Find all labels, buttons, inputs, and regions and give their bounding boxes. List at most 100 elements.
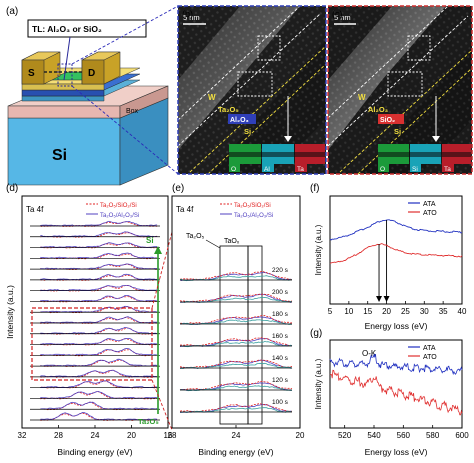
panel-f-curve-ata: [329, 219, 463, 241]
panel-b-edx-al: Al: [264, 166, 270, 173]
panel-f-legend-ato: ATO: [423, 210, 437, 217]
panel-e-legend-al2o3: Ta₂O₅/Al₂O₃/Si: [234, 213, 273, 219]
panel-f-ylabel: Intensity (a.u.): [314, 224, 323, 275]
panel-f-legend-ata: ATA: [423, 201, 436, 208]
panel-b-layer-ta2o5: Ta₂O₅: [218, 105, 239, 114]
panel-g-plot-area: [329, 339, 463, 429]
panel-f-tick-label: 30: [420, 307, 429, 316]
panel-b-edx-ta: Ta: [297, 166, 304, 173]
panel-d-highlight-box: [31, 307, 153, 381]
panel-b-layer-al2o3: Al₂O₃: [230, 117, 249, 124]
panel-b: 5 nm W Ta₂O₅ Al₂O₃ Si O Al Ta (b): [177, 5, 327, 175]
panel-e-legend-sio2: Ta₂O₅/SiO₂/Si: [234, 203, 271, 209]
tl-label-box: [27, 19, 147, 38]
panel-g-tick-label: 520: [338, 431, 352, 440]
panel-b-edx-o: O: [231, 166, 236, 173]
panel-c-layer-sio2: SiO₂: [380, 117, 395, 124]
panel-c: 5 nm W Al₂O₃ SiO₂ Si O Si Ta (c): [327, 5, 473, 175]
panel-d-curve: [40, 294, 158, 302]
panel-d-legend-sio2: Ta₂O₅/SiO₂/Si: [100, 203, 137, 209]
panel-e-time-label: 220 s: [272, 267, 289, 274]
panel-f-tick-label: 25: [401, 307, 410, 316]
panel-d-corner-label: Ta 4f: [26, 205, 44, 214]
panel-e-time-label: 140 s: [272, 355, 289, 362]
panel-e-plot-area: [171, 195, 301, 429]
panel-d-curve: [40, 231, 158, 238]
panel-g-xlabel: Energy loss (eV): [365, 447, 428, 457]
panel-e-curve: [180, 314, 293, 325]
panel-d-curve: [40, 305, 158, 313]
panel-g-curve-ato: [329, 369, 463, 416]
box-label: Box: [126, 108, 139, 115]
tl-label: TL: Al₂O₃ or SiO₂: [32, 24, 102, 34]
panel-d-xlabel: Binding energy (eV): [57, 447, 132, 457]
panel-f: (f) ATA ATO 5 10 15 20 25 30 35 40 Energy loss …: [310, 183, 467, 331]
panel-g-tick-label: 600: [455, 431, 469, 440]
panel-b-letter: (b): [182, 9, 193, 19]
panel-d-curve: [40, 348, 158, 356]
panel-g-tick-label: 580: [426, 431, 440, 440]
panel-d-ylabel: Intensity (a.u.): [5, 285, 15, 339]
panel-d-tick-label: 20: [127, 431, 136, 440]
panel-g-legend-ato: ATO: [423, 354, 437, 361]
panel-g-curves: [329, 353, 463, 416]
panel-g-legend-ata: ATA: [423, 345, 436, 352]
panel-e-curve: [179, 381, 293, 391]
panel-d-x-ticks: 32 28 24 20 16: [18, 425, 173, 440]
panel-e-time-label: 100 s: [272, 399, 289, 406]
panel-d-curve: [40, 358, 158, 367]
panel-d-letter: (d): [6, 183, 18, 194]
panel-f-tick-label: 40: [458, 307, 467, 316]
zoom-connector-de-bottom: [151, 379, 173, 431]
panel-e-time-label: 120 s: [272, 377, 289, 384]
panel-e-region-ta2o5: Ta₂O₅: [186, 233, 205, 240]
panel-d-curve: [40, 338, 158, 345]
panel-b-border: [177, 5, 327, 175]
panel-d-tick-label: 24: [91, 431, 100, 440]
panel-g-x-ticks: 520 540 560 580 600: [338, 425, 469, 440]
panel-c-edx-ta: Ta: [444, 166, 451, 173]
panel-c-edx-o: O: [380, 166, 385, 173]
panel-e-curve: [179, 359, 293, 368]
zoom-connector-de-top: [151, 231, 173, 309]
zoom-connector-top: [71, 5, 179, 65]
panel-a: (a) TL: Al₂O₃ or SiO₂ Si Box S D: [6, 5, 179, 186]
panel-e-x-ticks: 28 24 20: [168, 425, 305, 440]
panel-c-layer-si: Si: [394, 127, 401, 136]
panel-e-tick-label: 20: [296, 431, 305, 440]
panel-d-arrow-top: Si: [146, 236, 154, 245]
panel-e-tick-label: 28: [168, 431, 177, 440]
panel-e-curve: [179, 407, 293, 413]
tl-callout-arrow: [63, 36, 71, 81]
panel-g-curve-ata: [329, 353, 463, 376]
zoom-box: [57, 63, 73, 87]
panel-e-time-label: 180 s: [272, 311, 289, 318]
panel-e-corner-label: Ta 4f: [176, 205, 194, 214]
panel-d-tick-label: 28: [54, 431, 63, 440]
panel-d: (d) Ta 4f Ta₂O₅/SiO₂/Si Ta₂O₅/Al₂O₃/Si S…: [5, 183, 173, 457]
panel-b-layer-w: W: [208, 93, 216, 102]
panel-c-roi: [407, 35, 431, 61]
panel-e-etch-times: 220 s 200 s 180 s 160 s 140 s 120 s 100 s: [272, 267, 289, 406]
panel-e-region-taox: TaOₓ: [224, 238, 240, 245]
panel-b-layer-si: Si: [244, 127, 251, 136]
panel-c-edx-si: Si: [412, 166, 418, 173]
panel-d-arrow-bottom: Ta₂O₅: [138, 417, 159, 426]
panel-e-xlabel: Binding energy (eV): [198, 447, 273, 457]
panel-e-curve: [179, 293, 293, 303]
panel-f-tick-label: 10: [344, 307, 353, 316]
panel-d-curve: [40, 242, 158, 248]
panel-c-border: [327, 5, 473, 175]
panel-a-letter: (a): [6, 6, 18, 17]
panel-d-curve: [40, 369, 158, 378]
panel-c-layer-w: W: [358, 93, 366, 102]
panel-f-tick-label: 35: [439, 307, 448, 316]
panel-d-curve: [40, 252, 158, 259]
panel-d-curve: [40, 401, 158, 410]
panel-b-scale: 5 nm: [183, 13, 200, 22]
panel-f-tick-label: 20: [382, 307, 391, 316]
panel-g-letter: (g): [310, 328, 322, 339]
panel-e-tick-label: 24: [232, 431, 241, 440]
source-label: S: [28, 68, 35, 79]
